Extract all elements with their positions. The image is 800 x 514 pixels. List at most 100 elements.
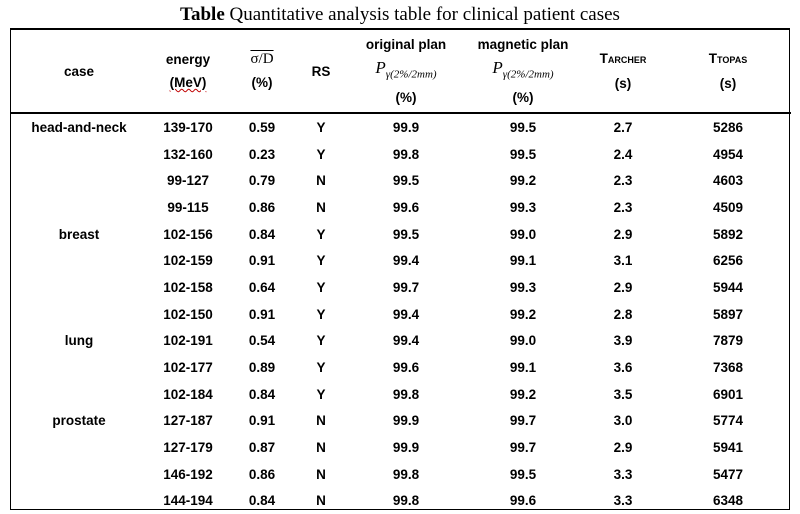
cell-rs: N [316, 466, 326, 482]
cell-tarcher: 3.1 [613, 253, 633, 269]
header-t-archer: TARCHER (s) [581, 30, 665, 114]
cell-case [11, 488, 147, 514]
cell-orig: 99.5 [392, 226, 420, 242]
cell-case [11, 434, 147, 461]
cell-rs: Y [316, 279, 326, 295]
table-row: prostate 127-187 0.91 N 99.9 99.7 3.0 5774 [11, 408, 791, 435]
table-row: lung 102-191 0.54 Y 99.4 99.0 3.9 7879 [11, 328, 791, 355]
cell-sd: 0.64 [248, 279, 276, 295]
cell-energy: 102-158 [163, 279, 213, 295]
cell-ttopas: 6256 [712, 253, 744, 269]
caption-label: Table [180, 4, 225, 25]
table-row: 102-158 0.64 Y 99.7 99.3 2.9 5944 [11, 274, 791, 301]
cell-rs: Y [316, 306, 326, 322]
cell-orig: 99.5 [392, 173, 420, 189]
cell-ttopas: 5774 [712, 413, 744, 429]
cell-tarcher: 2.7 [613, 119, 633, 135]
table-row: 99-127 0.79 N 99.5 99.2 2.3 4603 [11, 167, 791, 194]
cell-tarcher: 2.3 [613, 199, 633, 215]
cell-sd: 0.59 [248, 119, 276, 135]
table-row: 102-150 0.91 Y 99.4 99.2 2.8 5897 [11, 301, 791, 328]
cell-tarcher: 3.0 [613, 413, 633, 429]
table-row: 102-184 0.84 Y 99.8 99.2 3.5 6901 [11, 381, 791, 408]
cell-tarcher: 2.9 [613, 226, 633, 242]
cell-mag: 99.5 [509, 119, 537, 135]
cell-case [11, 274, 147, 301]
cell-sd: 0.86 [248, 199, 276, 215]
cell-tarcher: 3.6 [613, 360, 633, 376]
cell-orig: 99.8 [392, 386, 420, 402]
cell-sd: 0.91 [248, 306, 276, 322]
table-row: 102-159 0.91 Y 99.4 99.1 3.1 6256 [11, 247, 791, 274]
table-header: case energy (MeV) σ/D (%) RS original pl… [11, 30, 791, 114]
header-energy: energy (MeV) [147, 30, 229, 114]
cell-rs: Y [316, 253, 326, 269]
cell-mag: 99.7 [509, 440, 537, 456]
table-body: head-and-neck 139-170 0.59 Y 99.9 99.5 2.7 5286… [11, 113, 791, 514]
cell-ttopas: 7879 [712, 333, 744, 349]
cell-orig: 99.6 [392, 360, 420, 376]
cell-energy: 99-115 [167, 199, 209, 215]
header-case: case [11, 30, 147, 114]
cell-tarcher: 2.4 [613, 146, 633, 162]
cell-mag: 99.2 [509, 306, 537, 322]
cell-energy: 102-184 [163, 386, 213, 402]
cell-ttopas: 4603 [712, 173, 744, 189]
cell-mag: 99.2 [509, 173, 537, 189]
table-row: 99-115 0.86 N 99.6 99.3 2.3 4509 [11, 194, 791, 221]
cell-orig: 99.6 [392, 199, 420, 215]
cell-rs: N [316, 199, 326, 215]
cell-energy: 99-127 [166, 173, 210, 189]
cell-case [11, 247, 147, 274]
cell-ttopas: 4509 [712, 199, 744, 215]
table-row: 132-160 0.23 Y 99.8 99.5 2.4 4954 [11, 141, 791, 168]
cell-orig: 99.4 [392, 253, 420, 269]
cell-sd: 0.87 [248, 440, 276, 456]
cell-sd: 0.54 [248, 333, 276, 349]
cell-tarcher: 2.9 [613, 440, 633, 456]
cell-case [11, 141, 147, 168]
cell-energy: 102-191 [163, 333, 213, 349]
data-table-frame: case energy (MeV) σ/D (%) RS original pl… [10, 28, 791, 510]
header-rs: RS [295, 30, 347, 114]
cell-sd: 0.91 [248, 253, 276, 269]
cell-tarcher: 3.3 [613, 493, 633, 509]
cell-ttopas: 6901 [712, 386, 744, 402]
cell-mag: 99.5 [509, 466, 537, 482]
cell-case: prostate [52, 413, 106, 429]
cell-rs: N [316, 173, 326, 189]
cell-mag: 99.3 [509, 279, 537, 295]
header-t-topas: TTOPAS (s) [665, 30, 791, 114]
cell-case: head-and-neck [31, 119, 127, 135]
table-row: 146-192 0.86 N 99.8 99.5 3.3 5477 [11, 461, 791, 488]
table-row: 102-177 0.89 Y 99.6 99.1 3.6 7368 [11, 354, 791, 381]
cell-mag: 99.1 [509, 253, 537, 269]
caption-text: Quantitative analysis table for clinical… [229, 4, 620, 25]
cell-tarcher: 3.5 [613, 386, 633, 402]
cell-rs: N [316, 440, 326, 456]
header-sigma-d: σ/D (%) [229, 30, 295, 114]
cell-mag: 99.0 [509, 226, 537, 242]
cell-ttopas: 5944 [712, 279, 744, 295]
cell-energy: 102-177 [163, 360, 213, 376]
cell-orig: 99.9 [392, 413, 420, 429]
cell-ttopas: 5286 [712, 119, 744, 135]
cell-energy: 127-187 [163, 413, 213, 429]
cell-orig: 99.4 [392, 306, 420, 322]
cell-orig: 99.8 [392, 146, 420, 162]
cell-tarcher: 2.9 [613, 279, 633, 295]
cell-mag: 99.2 [509, 386, 537, 402]
cell-sd: 0.79 [248, 173, 276, 189]
cell-tarcher: 3.3 [613, 466, 633, 482]
cell-rs: Y [316, 226, 326, 242]
cell-ttopas: 5897 [712, 306, 744, 322]
cell-sd: 0.91 [248, 413, 276, 429]
cell-orig: 99.4 [392, 333, 420, 349]
cell-orig: 99.9 [392, 440, 420, 456]
cell-case [11, 167, 147, 194]
cell-sd: 0.86 [248, 466, 276, 482]
cell-ttopas: 7368 [712, 360, 744, 376]
cell-energy: 102-156 [163, 226, 213, 242]
cell-sd: 0.84 [248, 493, 276, 509]
cell-rs: Y [316, 119, 326, 135]
